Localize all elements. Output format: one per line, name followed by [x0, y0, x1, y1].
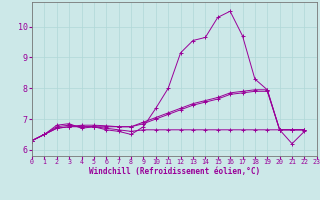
- X-axis label: Windchill (Refroidissement éolien,°C): Windchill (Refroidissement éolien,°C): [89, 167, 260, 176]
